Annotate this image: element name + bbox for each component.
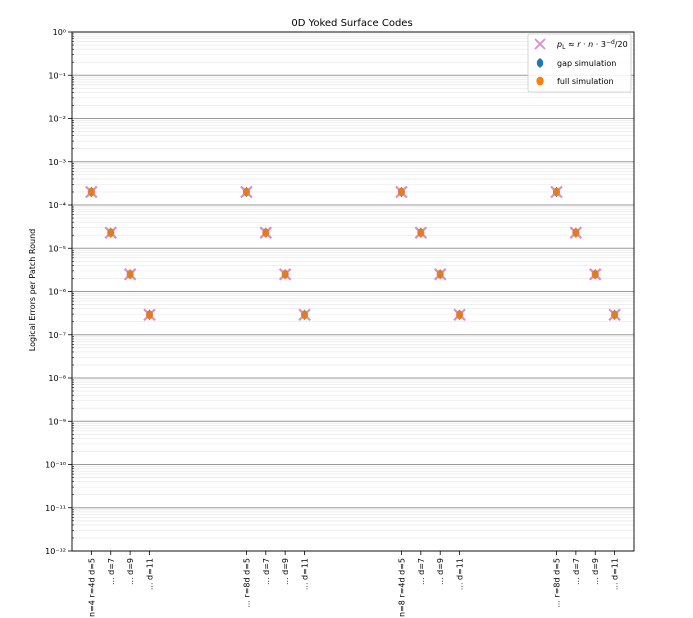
- plot-frame: [71, 31, 635, 552]
- x-tick-label: ... r=8d d=5: [552, 558, 561, 608]
- full-simulation-point: [436, 269, 444, 279]
- y-tick-label: 10⁻⁸: [48, 374, 66, 383]
- legend-box: [527, 33, 632, 93]
- x-tick-label: ... d=9: [126, 558, 135, 585]
- legend-formula-label: pL ≈ r · n · 3−d/20: [556, 39, 628, 51]
- full-simulation-point: [126, 269, 134, 279]
- full-simulation-point: [417, 228, 425, 238]
- x-tick-label: ... d=7: [262, 558, 271, 585]
- full-simulation-point: [145, 310, 154, 320]
- y-tick-label: 10⁻¹²: [45, 547, 66, 556]
- legend: pL ≈ r · n · 3−d/20 gap simulation full si…: [527, 33, 632, 93]
- x-tick-label: ... d=9: [281, 558, 290, 585]
- full-simulation-point: [262, 228, 270, 238]
- x-tick-label: ... d=11: [611, 558, 620, 590]
- legend-formula-marker: [534, 38, 546, 50]
- x-tick-label: n=4 r=4d d=5: [87, 558, 96, 617]
- legend-full-marker: [536, 76, 544, 86]
- y-tick-label: 10⁻¹⁰: [45, 461, 66, 470]
- x-tick-label: n=8 r=4d d=5: [397, 558, 406, 617]
- x-tick-label: ... d=9: [591, 558, 600, 585]
- full-simulation-point: [107, 228, 115, 238]
- full-simulation-point: [300, 310, 309, 320]
- x-tick-label: ... r=8d d=5: [242, 558, 251, 608]
- y-tick-label: 10⁻⁹: [48, 417, 66, 426]
- y-tick-label: 10⁰: [53, 28, 66, 37]
- x-tick-label: ... d=11: [146, 558, 155, 590]
- y-tick-label: 10⁻³: [48, 158, 66, 167]
- full-simulation-point: [552, 187, 561, 197]
- y-tick-label: 10⁻⁴: [48, 201, 66, 210]
- x-tick-label: ... d=11: [301, 558, 310, 590]
- x-tick-label: ... d=9: [436, 558, 445, 585]
- x-tick-label: ... d=7: [417, 558, 426, 585]
- chart-title: 0D Yoked Surface Codes: [291, 18, 412, 29]
- y-tick-label: 10⁻⁶: [48, 288, 66, 297]
- y-tick-label: 10⁻⁷: [48, 331, 66, 340]
- y-tick-labels: 10⁰ 10⁻¹ 10⁻² 10⁻³ 10⁻⁴ 10⁻⁵ 10⁻⁶ 10⁻⁷ 10⁻⁸ 10⁻⁹ 1…: [45, 28, 66, 556]
- y-axis-label: Logical Errors per Patch Round: [28, 229, 37, 351]
- grid: [72, 31, 634, 552]
- data-points: [85, 185, 621, 322]
- full-simulation-point: [281, 269, 289, 279]
- y-tick-label: 10⁻¹: [48, 71, 66, 80]
- x-tick-labels: n=4 r=4d d=5 ... d=7 ... d=9 ... d=11 ... r=…: [87, 558, 619, 617]
- full-simulation-point: [87, 187, 95, 197]
- y-tick-label: 10⁻⁵: [48, 244, 66, 253]
- y-tick-label: 10⁻²: [48, 115, 66, 124]
- legend-full-label: full simulation: [557, 77, 614, 86]
- full-simulation-point: [572, 228, 580, 238]
- legend-gap-label: gap simulation: [557, 59, 616, 68]
- axes: [68, 31, 635, 555]
- x-tick-label: ... d=7: [572, 558, 581, 585]
- full-simulation-point: [591, 269, 599, 279]
- legend-gap-marker: [536, 58, 544, 68]
- full-simulation-point: [455, 310, 464, 320]
- x-tick-label: ... d=7: [107, 558, 116, 585]
- y-tick-label: 10⁻¹¹: [45, 504, 66, 513]
- full-simulation-point: [611, 310, 619, 320]
- full-simulation-point: [397, 187, 406, 197]
- full-simulation-point: [242, 187, 251, 197]
- x-tick-label: ... d=11: [456, 558, 465, 590]
